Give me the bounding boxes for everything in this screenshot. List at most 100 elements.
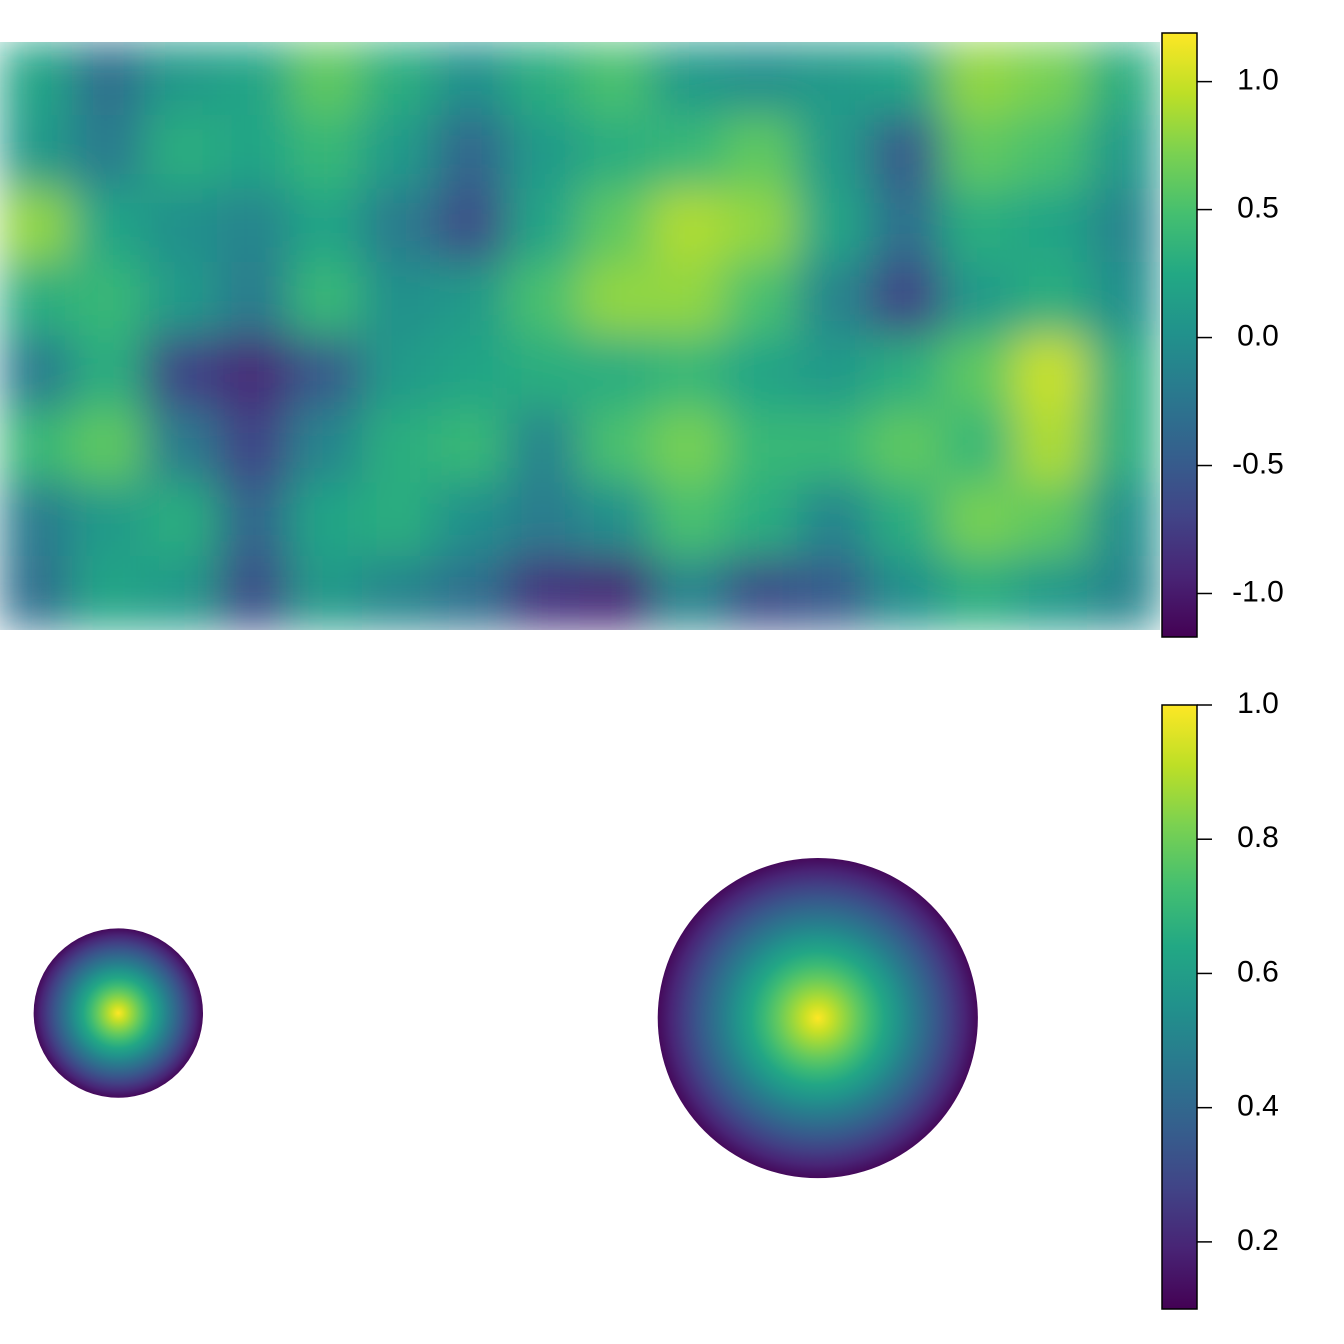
heatmap-cell (362, 409, 436, 484)
heatmap-cell (869, 188, 943, 263)
heatmap-cell (942, 409, 1016, 484)
heatmap-cell (0, 42, 73, 116)
heatmap-cell (869, 335, 943, 410)
heatmap-cell (507, 409, 581, 484)
heatmap-cell (1087, 262, 1160, 337)
heatmap-cell (652, 262, 726, 337)
heatmap-cell (362, 335, 436, 410)
heatmap-cell (1014, 262, 1088, 337)
colorbar-tick-label: 0.4 (1237, 1090, 1279, 1123)
heatmap-cell (0, 115, 73, 190)
heatmap-cell (217, 556, 291, 630)
heatmap-cell (579, 556, 653, 630)
heatmap-cell (1087, 115, 1160, 190)
heatmap-cell (72, 188, 146, 263)
heatmap-cell (289, 262, 363, 337)
heatmap-cell (724, 335, 798, 410)
heatmap-cell (724, 409, 798, 484)
heatmap-cell (942, 188, 1016, 263)
colorbar (1161, 32, 1198, 638)
heatmap-cell (797, 188, 871, 263)
heatmap-cell (289, 556, 363, 630)
heatmap-cell (1087, 335, 1160, 410)
heatmap-cell (797, 409, 871, 484)
heatmap-cell (217, 115, 291, 190)
heatmap-cell (1014, 409, 1088, 484)
spot (33, 928, 203, 1098)
heatmap-cell (217, 262, 291, 337)
heatmap-cell (0, 409, 73, 484)
colorbar-tick-label: 0.2 (1237, 1224, 1279, 1257)
heatmap-cell (797, 115, 871, 190)
heatmap-cell (797, 262, 871, 337)
heatmap-cell (1014, 482, 1088, 557)
heatmap-cell (434, 188, 508, 263)
heatmap-cell (942, 482, 1016, 557)
colorbar-tick-label: 1.0 (1237, 64, 1279, 97)
heatmap-cell (579, 262, 653, 337)
heatmap-cell (507, 188, 581, 263)
colorbar-tick-label: 0.5 (1237, 192, 1279, 225)
heatmap-cell (942, 335, 1016, 410)
heatmap-cell (507, 42, 581, 116)
heatmap-cell (869, 482, 943, 557)
heatmap-cell (869, 42, 943, 116)
heatmap-cell (724, 42, 798, 116)
heatmap-cell (0, 482, 73, 557)
heatmap-cell (434, 42, 508, 116)
heatmap-cell (942, 115, 1016, 190)
heatmap-cell (724, 188, 798, 263)
heatmap-cell (434, 409, 508, 484)
heatmap-cell (869, 556, 943, 630)
heatmap-cell (72, 409, 146, 484)
heatmap-cell (72, 556, 146, 630)
heatmap-cell (434, 335, 508, 410)
heatmap-cell (289, 482, 363, 557)
heatmap-cell (652, 409, 726, 484)
heatmap-cell (1087, 556, 1160, 630)
heatmap-cell (362, 188, 436, 263)
heatmap-cell (362, 262, 436, 337)
heatmap-cell (72, 262, 146, 337)
heatmap-cell (579, 42, 653, 116)
heatmap-cell (434, 556, 508, 630)
heatmap-cell (144, 262, 218, 337)
heatmap-cell (652, 188, 726, 263)
heatmap-cell (1014, 556, 1088, 630)
colorbar-tick-label: -1.0 (1232, 575, 1284, 608)
heatmap-cell (0, 335, 73, 410)
heatmap-cell (144, 482, 218, 557)
heatmap-cell (289, 42, 363, 116)
heatmap-cell (579, 188, 653, 263)
heatmap-cell (652, 42, 726, 116)
heatmap-cell (724, 556, 798, 630)
heatmap-cell (144, 335, 218, 410)
heatmap-cell (797, 556, 871, 630)
heatmap-cell (362, 482, 436, 557)
heatmap-cell (1087, 482, 1160, 557)
heatmap-cell (1087, 188, 1160, 263)
heatmap-cell (869, 115, 943, 190)
heatmap-cell (652, 556, 726, 630)
heatmap-cell (942, 556, 1016, 630)
heatmap-cell (217, 409, 291, 484)
heatmap-cell (652, 482, 726, 557)
heatmap-cell (1014, 335, 1088, 410)
heatmap-cell (144, 188, 218, 263)
heatmap-cell (942, 42, 1016, 116)
heatmap-cell (942, 262, 1016, 337)
heatmap-cell (507, 482, 581, 557)
heatmap-cell (0, 556, 73, 630)
heatmap-cell (652, 115, 726, 190)
heatmap-cell (0, 262, 73, 337)
heatmap-cell (797, 335, 871, 410)
heatmap-cell (217, 482, 291, 557)
heatmap-cell (797, 482, 871, 557)
heatmap-cell (144, 556, 218, 630)
heatmap-cell (507, 335, 581, 410)
heatmap-cell (362, 42, 436, 116)
heatmap-cell (507, 115, 581, 190)
heatmap-cell (724, 262, 798, 337)
